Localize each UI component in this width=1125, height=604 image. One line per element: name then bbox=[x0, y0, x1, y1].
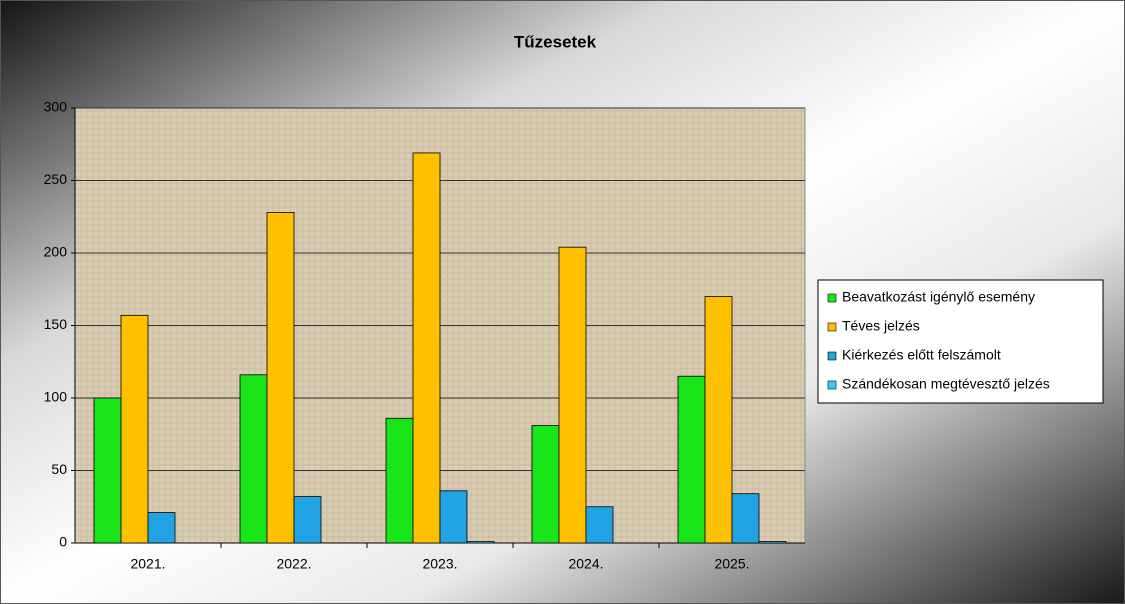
bar bbox=[677, 375, 706, 544]
y-tick-label: 150 bbox=[44, 316, 68, 332]
y-tick-label: 0 bbox=[59, 534, 67, 550]
x-tick-label: 2022. bbox=[276, 556, 311, 572]
bar bbox=[293, 496, 322, 544]
legend-label: Beavatkozást igénylő esemény bbox=[842, 289, 1035, 305]
y-tick-label: 50 bbox=[51, 461, 67, 477]
bar bbox=[385, 417, 414, 544]
bar bbox=[147, 512, 176, 544]
bar bbox=[704, 296, 733, 544]
bar bbox=[93, 397, 122, 544]
bar bbox=[439, 490, 468, 544]
y-tick-label: 100 bbox=[44, 389, 68, 405]
y-tick-label: 250 bbox=[44, 171, 68, 187]
bar bbox=[120, 314, 149, 544]
bar bbox=[585, 506, 614, 544]
bar bbox=[731, 493, 760, 544]
bar bbox=[239, 374, 268, 544]
chart-title: Tűzesetek bbox=[514, 32, 597, 51]
bar bbox=[758, 541, 787, 544]
x-tick-label: 2021. bbox=[130, 556, 165, 572]
y-tick-label: 300 bbox=[44, 99, 68, 115]
bar bbox=[531, 425, 560, 544]
legend-swatch bbox=[827, 351, 837, 361]
legend bbox=[817, 279, 1104, 404]
bar bbox=[558, 246, 587, 544]
legend-swatch bbox=[827, 380, 837, 390]
bar bbox=[466, 541, 495, 544]
x-tick-label: 2023. bbox=[422, 556, 457, 572]
legend-label: Téves jelzés bbox=[842, 318, 920, 334]
legend-label: Szándékosan megtévesztő jelzés bbox=[842, 376, 1050, 392]
legend-swatch bbox=[827, 293, 837, 303]
legend-swatch bbox=[827, 322, 837, 332]
x-tick-label: 2025. bbox=[714, 556, 749, 572]
x-tick-label: 2024. bbox=[568, 556, 603, 572]
legend-label: Kiérkezés előtt felszámolt bbox=[842, 347, 1001, 363]
bar bbox=[266, 211, 295, 544]
bar bbox=[412, 152, 441, 544]
y-tick-label: 200 bbox=[44, 244, 68, 260]
